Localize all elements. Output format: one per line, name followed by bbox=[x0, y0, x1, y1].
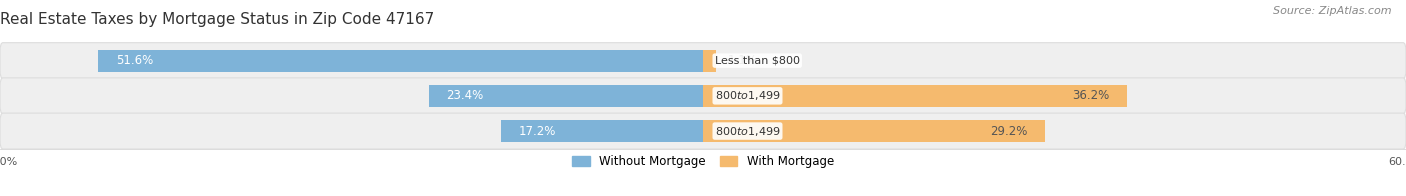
Bar bbox=[429, 85, 703, 107]
Bar bbox=[703, 50, 716, 72]
FancyBboxPatch shape bbox=[0, 113, 1406, 149]
Text: Less than $800: Less than $800 bbox=[714, 56, 800, 66]
Bar bbox=[703, 120, 1045, 142]
Text: $800 to $1,499: $800 to $1,499 bbox=[714, 124, 780, 138]
Legend: Without Mortgage, With Mortgage: Without Mortgage, With Mortgage bbox=[572, 155, 834, 168]
Text: 17.2%: 17.2% bbox=[519, 124, 557, 138]
FancyBboxPatch shape bbox=[0, 43, 1406, 79]
Bar bbox=[98, 50, 703, 72]
Bar bbox=[703, 85, 1128, 107]
Text: Real Estate Taxes by Mortgage Status in Zip Code 47167: Real Estate Taxes by Mortgage Status in … bbox=[0, 12, 434, 27]
Text: 23.4%: 23.4% bbox=[447, 89, 484, 102]
Text: 36.2%: 36.2% bbox=[1073, 89, 1109, 102]
Text: 29.2%: 29.2% bbox=[990, 124, 1028, 138]
Text: 51.6%: 51.6% bbox=[115, 54, 153, 67]
Bar bbox=[502, 120, 703, 142]
Text: Source: ZipAtlas.com: Source: ZipAtlas.com bbox=[1274, 6, 1392, 16]
Text: $800 to $1,499: $800 to $1,499 bbox=[714, 89, 780, 102]
FancyBboxPatch shape bbox=[0, 78, 1406, 114]
Text: 1.1%: 1.1% bbox=[728, 54, 758, 67]
